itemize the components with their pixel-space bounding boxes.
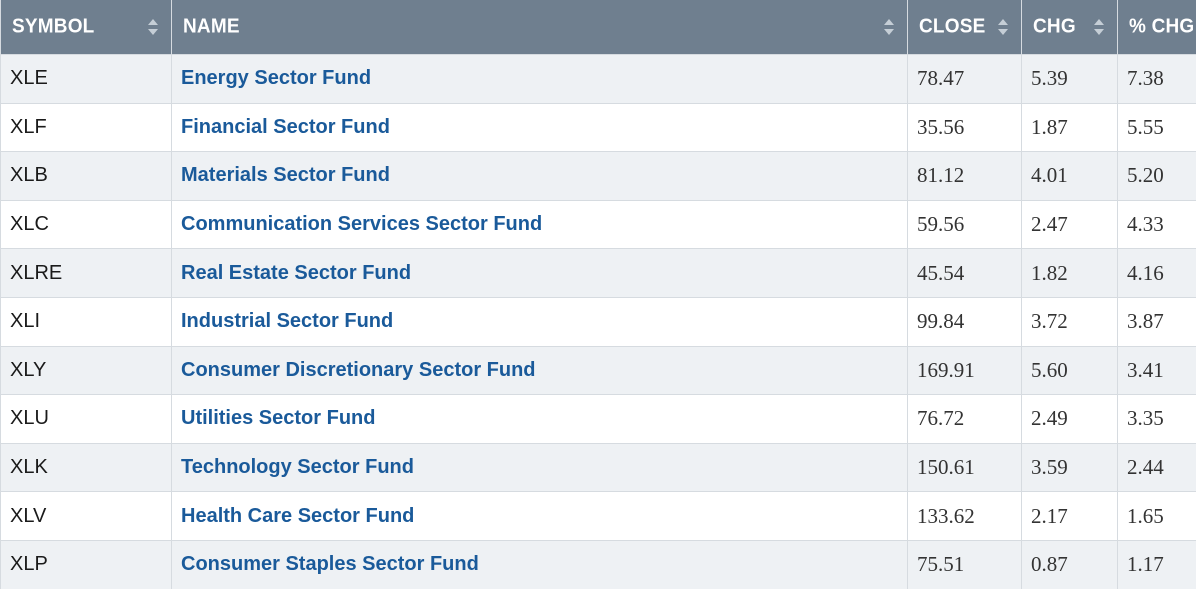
pct-chg-cell: 2.44: [1118, 443, 1196, 492]
pct-chg-cell: 3.41: [1118, 346, 1196, 395]
fund-name-link[interactable]: Energy Sector Fund: [181, 67, 371, 89]
table-row: XLP Consumer Staples Sector Fund 75.51 0…: [1, 540, 1196, 588]
name-cell: Health Care Sector Fund: [172, 492, 908, 541]
pct-chg-cell: 7.38: [1118, 55, 1196, 104]
pct-chg-cell: 1.17: [1118, 540, 1196, 588]
fund-name-link[interactable]: Materials Sector Fund: [181, 164, 390, 186]
chg-cell: 1.82: [1022, 249, 1118, 298]
chg-cell: 2.47: [1022, 200, 1118, 249]
name-cell: Real Estate Sector Fund: [172, 249, 908, 298]
chg-cell: 2.17: [1022, 492, 1118, 541]
column-header-label: NAME: [183, 15, 240, 38]
name-cell: Consumer Staples Sector Fund: [172, 540, 908, 588]
table-row: XLC Communication Services Sector Fund 5…: [1, 200, 1196, 249]
symbol-cell: XLP: [1, 540, 172, 588]
close-cell: 78.47: [908, 55, 1022, 104]
header-row: SYMBOL NAME CLOSE CHG % CHG: [1, 0, 1196, 55]
fund-name-link[interactable]: Utilities Sector Fund: [181, 407, 375, 429]
table-row: XLK Technology Sector Fund 150.61 3.59 2…: [1, 443, 1196, 492]
symbol-cell: XLRE: [1, 249, 172, 298]
name-cell: Industrial Sector Fund: [172, 297, 908, 346]
name-cell: Consumer Discretionary Sector Fund: [172, 346, 908, 395]
column-header-label: CHG: [1033, 15, 1076, 38]
symbol-cell: XLC: [1, 200, 172, 249]
close-cell: 75.51: [908, 540, 1022, 588]
fund-name-link[interactable]: Technology Sector Fund: [181, 456, 414, 478]
close-cell: 150.61: [908, 443, 1022, 492]
name-cell: Materials Sector Fund: [172, 152, 908, 201]
close-cell: 81.12: [908, 152, 1022, 201]
chg-cell: 5.60: [1022, 346, 1118, 395]
pct-chg-cell: 4.16: [1118, 249, 1196, 298]
pct-chg-cell: 3.35: [1118, 395, 1196, 444]
chg-cell: 4.01: [1022, 152, 1118, 201]
name-cell: Technology Sector Fund: [172, 443, 908, 492]
close-cell: 35.56: [908, 103, 1022, 152]
name-cell: Financial Sector Fund: [172, 103, 908, 152]
symbol-cell: XLV: [1, 492, 172, 541]
table-row: XLF Financial Sector Fund 35.56 1.87 5.5…: [1, 103, 1196, 152]
close-cell: 59.56: [908, 200, 1022, 249]
column-header-name[interactable]: NAME: [172, 0, 908, 55]
close-cell: 99.84: [908, 297, 1022, 346]
symbol-cell: XLY: [1, 346, 172, 395]
fund-name-link[interactable]: Consumer Discretionary Sector Fund: [181, 359, 536, 381]
fund-name-link[interactable]: Consumer Staples Sector Fund: [181, 553, 479, 575]
sort-up-down-icon[interactable]: [883, 18, 895, 36]
pct-chg-cell: 5.20: [1118, 152, 1196, 201]
table-body: XLE Energy Sector Fund 78.47 5.39 7.38 X…: [1, 55, 1196, 589]
symbol-cell: XLK: [1, 443, 172, 492]
sort-up-down-icon[interactable]: [1093, 18, 1105, 36]
name-cell: Utilities Sector Fund: [172, 395, 908, 444]
column-header-close[interactable]: CLOSE: [908, 0, 1022, 55]
chg-cell: 2.49: [1022, 395, 1118, 444]
symbol-cell: XLE: [1, 55, 172, 104]
table-row: XLB Materials Sector Fund 81.12 4.01 5.2…: [1, 152, 1196, 201]
pct-chg-cell: 1.65: [1118, 492, 1196, 541]
close-cell: 76.72: [908, 395, 1022, 444]
pct-chg-cell: 3.87: [1118, 297, 1196, 346]
fund-name-link[interactable]: Financial Sector Fund: [181, 116, 390, 138]
column-header-label: SYMBOL: [12, 15, 94, 38]
pct-chg-cell: 5.55: [1118, 103, 1196, 152]
chg-cell: 1.87: [1022, 103, 1118, 152]
close-cell: 45.54: [908, 249, 1022, 298]
table-row: XLV Health Care Sector Fund 133.62 2.17 …: [1, 492, 1196, 541]
name-cell: Energy Sector Fund: [172, 55, 908, 104]
chg-cell: 5.39: [1022, 55, 1118, 104]
fund-name-link[interactable]: Industrial Sector Fund: [181, 310, 393, 332]
fund-name-link[interactable]: Real Estate Sector Fund: [181, 262, 411, 284]
column-header-symbol[interactable]: SYMBOL: [1, 0, 172, 55]
fund-name-link[interactable]: Health Care Sector Fund: [181, 505, 414, 527]
pct-chg-cell: 4.33: [1118, 200, 1196, 249]
table-header: SYMBOL NAME CLOSE CHG % CHG: [1, 0, 1196, 55]
column-header-label: CLOSE: [919, 15, 985, 38]
column-header-label: % CHG: [1129, 15, 1194, 38]
symbol-cell: XLU: [1, 395, 172, 444]
table-row: XLRE Real Estate Sector Fund 45.54 1.82 …: [1, 249, 1196, 298]
close-cell: 133.62: [908, 492, 1022, 541]
close-cell: 169.91: [908, 346, 1022, 395]
column-header-chg[interactable]: CHG: [1022, 0, 1118, 55]
chg-cell: 3.59: [1022, 443, 1118, 492]
chg-cell: 0.87: [1022, 540, 1118, 588]
table-row: XLI Industrial Sector Fund 99.84 3.72 3.…: [1, 297, 1196, 346]
sort-up-down-icon[interactable]: [147, 18, 159, 36]
symbol-cell: XLF: [1, 103, 172, 152]
chg-cell: 3.72: [1022, 297, 1118, 346]
table-row: XLU Utilities Sector Fund 76.72 2.49 3.3…: [1, 395, 1196, 444]
name-cell: Communication Services Sector Fund: [172, 200, 908, 249]
column-header-pct-chg[interactable]: % CHG: [1118, 0, 1196, 55]
fund-name-link[interactable]: Communication Services Sector Fund: [181, 213, 542, 235]
symbol-cell: XLI: [1, 297, 172, 346]
symbol-cell: XLB: [1, 152, 172, 201]
sort-up-down-icon[interactable]: [997, 18, 1009, 36]
table-row: XLY Consumer Discretionary Sector Fund 1…: [1, 346, 1196, 395]
table-row: XLE Energy Sector Fund 78.47 5.39 7.38: [1, 55, 1196, 104]
